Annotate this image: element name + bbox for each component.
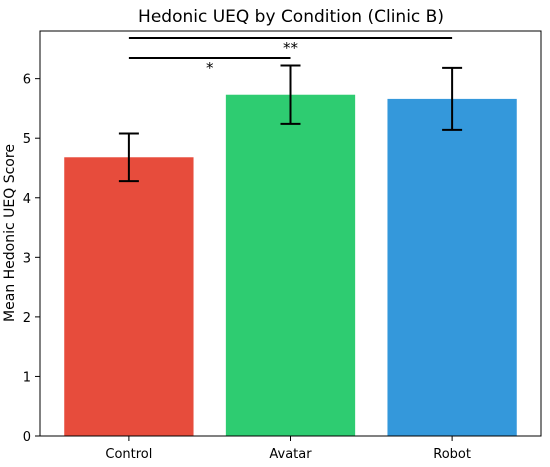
significance-label: * xyxy=(206,59,214,77)
x-ticks-group: Control Avatar Robot xyxy=(105,436,471,462)
significance-group: *** xyxy=(128,37,453,77)
x-tick-label: Avatar xyxy=(269,447,312,462)
error-bar-robot xyxy=(442,66,463,131)
error-bars-group xyxy=(118,64,463,183)
x-tick-label: Robot xyxy=(433,447,471,462)
bar-robot xyxy=(387,98,517,436)
significance-bracket: ** xyxy=(128,37,453,57)
significance-label: ** xyxy=(283,39,299,57)
error-bar-control xyxy=(118,132,139,183)
y-tick-label: 2 xyxy=(23,311,31,326)
significance-bracket: * xyxy=(128,57,291,77)
y-tick-label: 0 xyxy=(23,430,31,445)
y-axis-label: Mean Hedonic UEQ Score xyxy=(2,144,18,322)
y-tick-label: 6 xyxy=(23,73,31,88)
bars-group xyxy=(64,94,517,437)
bar-avatar xyxy=(225,94,356,437)
y-tick-label: 1 xyxy=(23,370,31,385)
y-tick-label: 4 xyxy=(23,192,31,207)
error-bar-avatar xyxy=(280,64,301,125)
y-tick-label: 5 xyxy=(23,132,31,147)
bar-control xyxy=(64,157,194,436)
y-ticks-group: 0 1 2 3 4 5 6 xyxy=(23,73,40,445)
y-tick-label: 3 xyxy=(23,251,31,266)
x-tick-label: Control xyxy=(105,447,152,462)
chart-title: Hedonic UEQ by Condition (Clinic B) xyxy=(138,7,444,27)
